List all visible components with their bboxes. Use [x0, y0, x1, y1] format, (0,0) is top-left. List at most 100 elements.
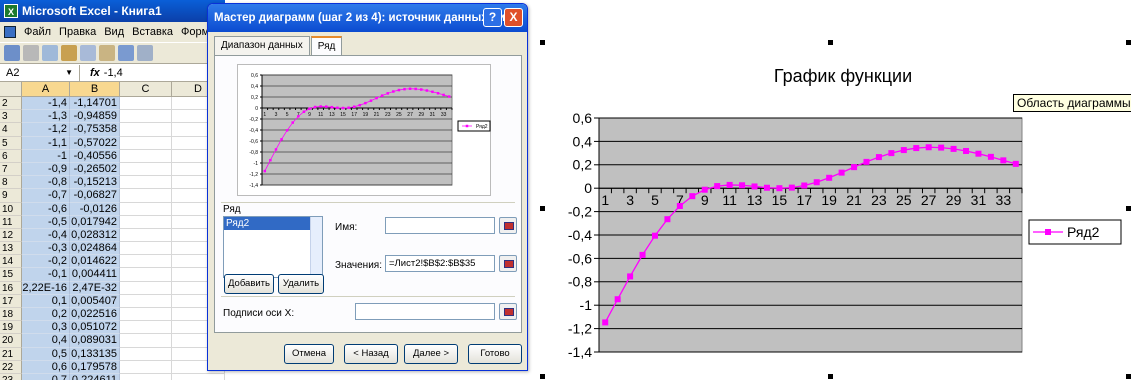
cell-a[interactable]: -0,7 [22, 189, 70, 203]
cell-c[interactable] [120, 228, 172, 243]
cell-b[interactable]: -0,06827 [70, 189, 120, 203]
back-button[interactable]: < Назад [344, 344, 398, 364]
wizard-title-bar[interactable]: Мастер диаграмм (шаг 2 из 4): источник д… [208, 4, 527, 32]
cell-c[interactable] [120, 110, 172, 124]
select-all-corner[interactable] [0, 82, 22, 97]
resize-handle[interactable] [540, 206, 545, 211]
row-header[interactable]: 13 [0, 242, 22, 256]
cell-b[interactable]: -0,57022 [70, 136, 120, 150]
row-header[interactable]: 6 [0, 149, 22, 163]
row-header[interactable]: 9 [0, 189, 22, 203]
cell-b[interactable]: 0,014622 [70, 255, 120, 269]
cell-a[interactable]: 0,2 [22, 308, 70, 322]
cell-b[interactable]: -0,94859 [70, 110, 120, 124]
resize-handle[interactable] [1126, 40, 1131, 45]
cell-c[interactable] [120, 321, 172, 335]
resize-handle[interactable] [1126, 374, 1131, 379]
cell-a[interactable]: -1,1 [22, 136, 70, 150]
cell-a[interactable]: -1,3 [22, 110, 70, 124]
cell-b[interactable]: -0,0126 [70, 202, 120, 216]
row-header[interactable]: 10 [0, 202, 22, 216]
cell-b[interactable]: 0,179578 [70, 360, 120, 374]
cell-a[interactable]: -0,3 [22, 242, 70, 256]
row-header[interactable]: 3 [0, 110, 22, 124]
cell-c[interactable] [120, 149, 172, 163]
menu-insert[interactable]: Вставка [132, 26, 174, 38]
row-header[interactable]: 14 [0, 255, 22, 269]
cell-b[interactable]: 0,005407 [70, 294, 120, 308]
close-button[interactable]: X [504, 8, 523, 27]
tab-series[interactable]: Ряд [310, 36, 343, 57]
delete-series-button[interactable]: Удалить [278, 274, 324, 294]
cell-a[interactable]: 0,1 [22, 294, 70, 308]
cell-a[interactable]: -0,2 [22, 255, 70, 269]
cell-a[interactable]: 0,6 [22, 360, 70, 374]
series-listbox[interactable]: Ряд2 [223, 216, 323, 278]
listbox-scrollbar[interactable] [310, 217, 322, 277]
excel-title-bar[interactable]: X Microsoft Excel - Книга1 [0, 0, 225, 22]
cell-d[interactable] [172, 373, 225, 380]
cell-c[interactable] [120, 347, 172, 361]
collapse-dialog-icon[interactable] [499, 255, 517, 272]
tab-data-range[interactable]: Диапазон данных [214, 36, 310, 56]
row-header[interactable]: 15 [0, 268, 22, 282]
copy-icon[interactable] [80, 45, 96, 61]
cell-b[interactable]: 0,028312 [70, 228, 120, 243]
redo-icon[interactable] [137, 45, 153, 61]
row-header[interactable]: 20 [0, 334, 22, 348]
row-header[interactable]: 21 [0, 347, 22, 361]
cell-c[interactable] [120, 176, 172, 190]
preview-icon[interactable] [42, 45, 58, 61]
cell-c[interactable] [120, 334, 172, 348]
cell-c[interactable] [120, 97, 172, 111]
save-icon[interactable] [4, 45, 20, 61]
cell-b[interactable]: 2,47E-32 [70, 281, 120, 295]
cell-b[interactable]: 0,224611 [70, 373, 120, 380]
menu-view[interactable]: Вид [104, 26, 125, 38]
cell-b[interactable]: 0,024864 [70, 242, 120, 256]
chevron-down-icon[interactable]: ▼ [65, 68, 73, 77]
resize-handle[interactable] [540, 374, 545, 379]
cell-a[interactable]: -0,9 [22, 162, 70, 177]
cell-b[interactable]: -1,14701 [70, 97, 120, 111]
cell-c[interactable] [120, 281, 172, 295]
research-icon[interactable] [61, 45, 77, 61]
big-chart-svg[interactable]: График функции 0,6 0,4 0,2 0 -0,2 -0,4 -0,6 -0,8… [540, 40, 1131, 380]
resize-handle[interactable] [828, 40, 833, 45]
collapse-dialog-icon[interactable] [499, 303, 517, 320]
x-labels-input[interactable] [355, 303, 495, 320]
column-header-b[interactable]: B [70, 82, 120, 97]
row-header[interactable]: 11 [0, 215, 22, 229]
cell-c[interactable] [120, 136, 172, 150]
row-header[interactable]: 12 [0, 228, 22, 243]
cell-a[interactable]: 0,3 [22, 321, 70, 335]
cell-c[interactable] [120, 268, 172, 282]
name-input[interactable] [385, 217, 495, 234]
cell-a[interactable]: -0,5 [22, 215, 70, 229]
column-header-a[interactable]: A [22, 82, 70, 97]
row-header[interactable]: 16 [0, 281, 22, 295]
row-header[interactable]: 22 [0, 360, 22, 374]
cell-b[interactable]: 0,089031 [70, 334, 120, 348]
cell-b[interactable]: -0,15213 [70, 176, 120, 190]
undo-icon[interactable] [118, 45, 134, 61]
cell-a[interactable]: 0,5 [22, 347, 70, 361]
cell-b[interactable]: 0,051072 [70, 321, 120, 335]
menu-file[interactable]: Файл [24, 26, 52, 38]
cell-c[interactable] [120, 123, 172, 137]
cell-a[interactable]: -1,2 [22, 123, 70, 137]
print-icon[interactable] [23, 45, 39, 61]
collapse-dialog-icon[interactable] [499, 217, 517, 234]
cell-a[interactable]: 2,22E-16 [22, 281, 70, 295]
cell-a[interactable]: -0,1 [22, 268, 70, 282]
add-series-button[interactable]: Добавить [224, 274, 274, 294]
cell-c[interactable] [120, 255, 172, 269]
values-input[interactable]: =Лист2!$B$2:$B$35 [385, 255, 495, 272]
cell-b[interactable]: 0,004411 [70, 268, 120, 282]
cell-b[interactable]: -0,75358 [70, 123, 120, 137]
cell-b[interactable]: -0,40556 [70, 149, 120, 163]
fx-icon[interactable]: fx [90, 66, 100, 79]
cell-c[interactable] [120, 294, 172, 308]
cancel-button[interactable]: Отмена [284, 344, 334, 364]
cell-c[interactable] [120, 360, 172, 374]
